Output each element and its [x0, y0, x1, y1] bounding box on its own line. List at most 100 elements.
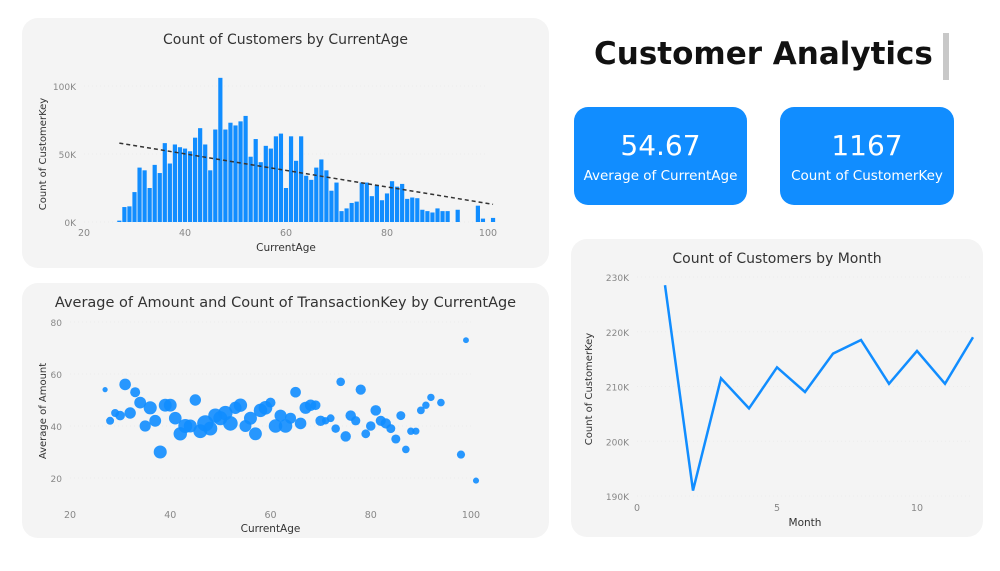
- bar: [309, 179, 314, 222]
- bubble: [355, 384, 366, 395]
- x-tick-label: 60: [264, 510, 276, 521]
- x-axis-title: CurrentAge: [241, 523, 301, 535]
- bubble: [463, 337, 469, 344]
- bubble: [285, 412, 297, 424]
- bar: [395, 186, 400, 222]
- bubble: [163, 398, 177, 412]
- bar: [344, 208, 349, 222]
- x-tick-label: 80: [381, 228, 393, 239]
- bar: [117, 220, 122, 222]
- bar: [223, 129, 228, 222]
- bar: [122, 207, 127, 222]
- page-title: Customer Analytics: [594, 36, 933, 72]
- bar: [253, 139, 258, 222]
- bubble: [134, 396, 147, 409]
- y-tick-label: 60: [51, 371, 63, 381]
- bar: [455, 209, 460, 222]
- bar: [405, 198, 410, 222]
- bar: [213, 129, 218, 222]
- bar: [208, 170, 213, 222]
- bubble: [168, 411, 182, 425]
- y-axis-title: Average of Amount: [38, 363, 49, 459]
- bar: [187, 151, 193, 222]
- bar: [410, 197, 415, 222]
- bar: [304, 175, 309, 222]
- bubble: [366, 421, 376, 431]
- bubble: [361, 429, 371, 439]
- bubble: [233, 398, 248, 412]
- bubble: [223, 416, 238, 431]
- bubble: [139, 420, 151, 432]
- bubble: [130, 387, 141, 398]
- bar: [490, 217, 496, 222]
- bar: [445, 211, 450, 222]
- bubble: [396, 411, 406, 421]
- bar: [172, 144, 177, 222]
- bubble: [268, 419, 283, 433]
- y-axis-title: Count of CustomerKey: [38, 98, 49, 210]
- month-line-chart: Count of Customers by Month 190K 200K 210K 2…: [584, 251, 975, 529]
- bubble: [290, 386, 301, 398]
- bubble: [153, 445, 167, 459]
- bubble: [149, 414, 162, 427]
- bar: [283, 188, 289, 222]
- x-tick-label: 60: [280, 228, 292, 239]
- bubble: [183, 419, 197, 433]
- age-histogram-chart: Count of Customers by CurrentAge 0K 50K 100…: [38, 32, 497, 254]
- x-tick-label: 80: [365, 510, 377, 521]
- bar: [218, 77, 223, 222]
- bar: [157, 173, 162, 222]
- bar: [273, 136, 278, 222]
- chart-title: Count of Customers by Month: [672, 251, 881, 267]
- bar: [359, 182, 364, 222]
- bubble: [370, 405, 382, 416]
- bubble: [249, 427, 262, 441]
- bubble: [265, 397, 276, 408]
- bar: [430, 212, 435, 222]
- kpi-label: Average of CurrentAge: [583, 168, 738, 184]
- bubble: [331, 424, 340, 433]
- bubble: [143, 401, 157, 415]
- divider: [943, 33, 949, 80]
- bar: [334, 182, 339, 222]
- y-tick-label: 190K: [606, 493, 630, 503]
- bubble: [340, 431, 351, 442]
- bubble: [402, 445, 410, 454]
- bar: [228, 122, 233, 222]
- bar: [400, 183, 405, 222]
- x-axis-title: CurrentAge: [256, 242, 316, 254]
- bubble: [386, 424, 396, 434]
- bar: [203, 144, 208, 222]
- bubble: [102, 387, 108, 393]
- bubble: [294, 417, 307, 430]
- bar: [415, 198, 420, 222]
- bubble: [391, 434, 401, 444]
- y-tick-label: 40: [51, 423, 63, 433]
- y-tick-label: 210K: [606, 384, 630, 394]
- bar: [420, 209, 425, 222]
- bar: [127, 206, 132, 222]
- bar: [374, 185, 379, 222]
- bubble: [472, 477, 480, 484]
- bar: [369, 196, 374, 222]
- bar: [248, 156, 253, 222]
- bar: [324, 170, 329, 222]
- bar: [182, 148, 188, 222]
- bar: [263, 145, 268, 222]
- bar: [243, 115, 248, 222]
- x-tick-label: 100: [479, 228, 497, 239]
- bar: [238, 121, 243, 222]
- histogram-card: Count of Customers by CurrentAge 0K 50K 100…: [22, 18, 549, 268]
- bar: [314, 167, 319, 222]
- bubble: [106, 416, 115, 425]
- amount-scatter-chart: Average of Amount and Count of Transacti…: [38, 295, 516, 535]
- bubble: [119, 378, 131, 391]
- bar: [167, 163, 172, 222]
- scatter-card: Average of Amount and Count of Transacti…: [22, 283, 549, 538]
- bar: [132, 192, 137, 222]
- bubble: [115, 410, 125, 421]
- bubble: [203, 421, 218, 436]
- x-axis-title: Month: [789, 517, 822, 529]
- bubble: [456, 450, 466, 459]
- bar: [425, 211, 430, 222]
